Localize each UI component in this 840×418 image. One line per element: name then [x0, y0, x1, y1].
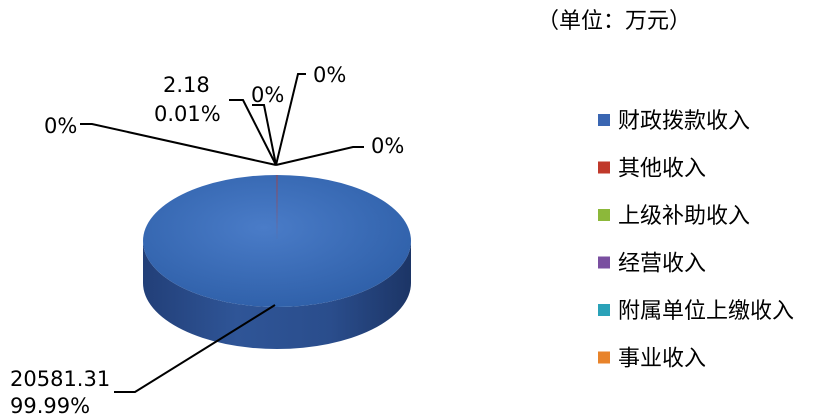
legend-swatch — [598, 161, 610, 174]
pie-slice-1-sliver — [276, 175, 278, 241]
data-labels: 20581.31 99.99% 2.18 0.01% 0% 0% 0% 0% — [10, 63, 404, 418]
leader-line-slice-1 — [229, 99, 277, 166]
legend-item: 附属单位上缴收入 — [598, 299, 794, 324]
data-label-percent-slice-2: 0% — [44, 114, 77, 138]
legend-swatch — [598, 256, 610, 269]
leader-lines — [80, 73, 364, 393]
data-label-percent-slice-0: 99.99% — [10, 394, 90, 418]
legend-item: 上级补助收入 — [598, 204, 750, 229]
data-label-percent-slice-4: 0% — [313, 63, 346, 87]
legend-item: 经营收入 — [598, 252, 706, 277]
legend-label: 财政拨款收入 — [618, 109, 750, 134]
data-label-percent-slice-5: 0% — [371, 134, 404, 158]
legend-swatch — [598, 351, 610, 364]
data-label-percent-slice-3: 0% — [251, 83, 284, 107]
data-label-value-slice-0: 20581.31 — [10, 367, 110, 391]
data-label-percent-slice-1: 0.01% — [154, 102, 221, 126]
legend-label: 其他收入 — [618, 157, 706, 182]
legend-swatch — [598, 114, 610, 126]
pie-body — [143, 175, 411, 349]
leader-line-slice-2 — [80, 123, 277, 166]
pie-side-wall — [143, 241, 411, 349]
data-label-value-slice-1: 2.18 — [163, 73, 210, 97]
legend-label: 附属单位上缴收入 — [618, 299, 794, 324]
leader-line-slice-4 — [275, 73, 306, 166]
unit-note: （单位：万元） — [537, 9, 691, 34]
legend-item: 其他收入 — [598, 157, 706, 182]
leader-line-slice-3 — [252, 104, 277, 166]
legend-label: 事业收入 — [618, 347, 706, 372]
leader-line-slice-5 — [275, 146, 364, 166]
leader-line-slice-0 — [114, 304, 276, 393]
legend-item: 财政拨款收入 — [598, 109, 750, 134]
legend-label: 上级补助收入 — [618, 204, 750, 229]
legend-label: 经营收入 — [618, 252, 706, 277]
legend-swatch — [598, 209, 610, 221]
legend-item: 事业收入 — [598, 347, 706, 372]
legend-swatch — [598, 304, 610, 316]
